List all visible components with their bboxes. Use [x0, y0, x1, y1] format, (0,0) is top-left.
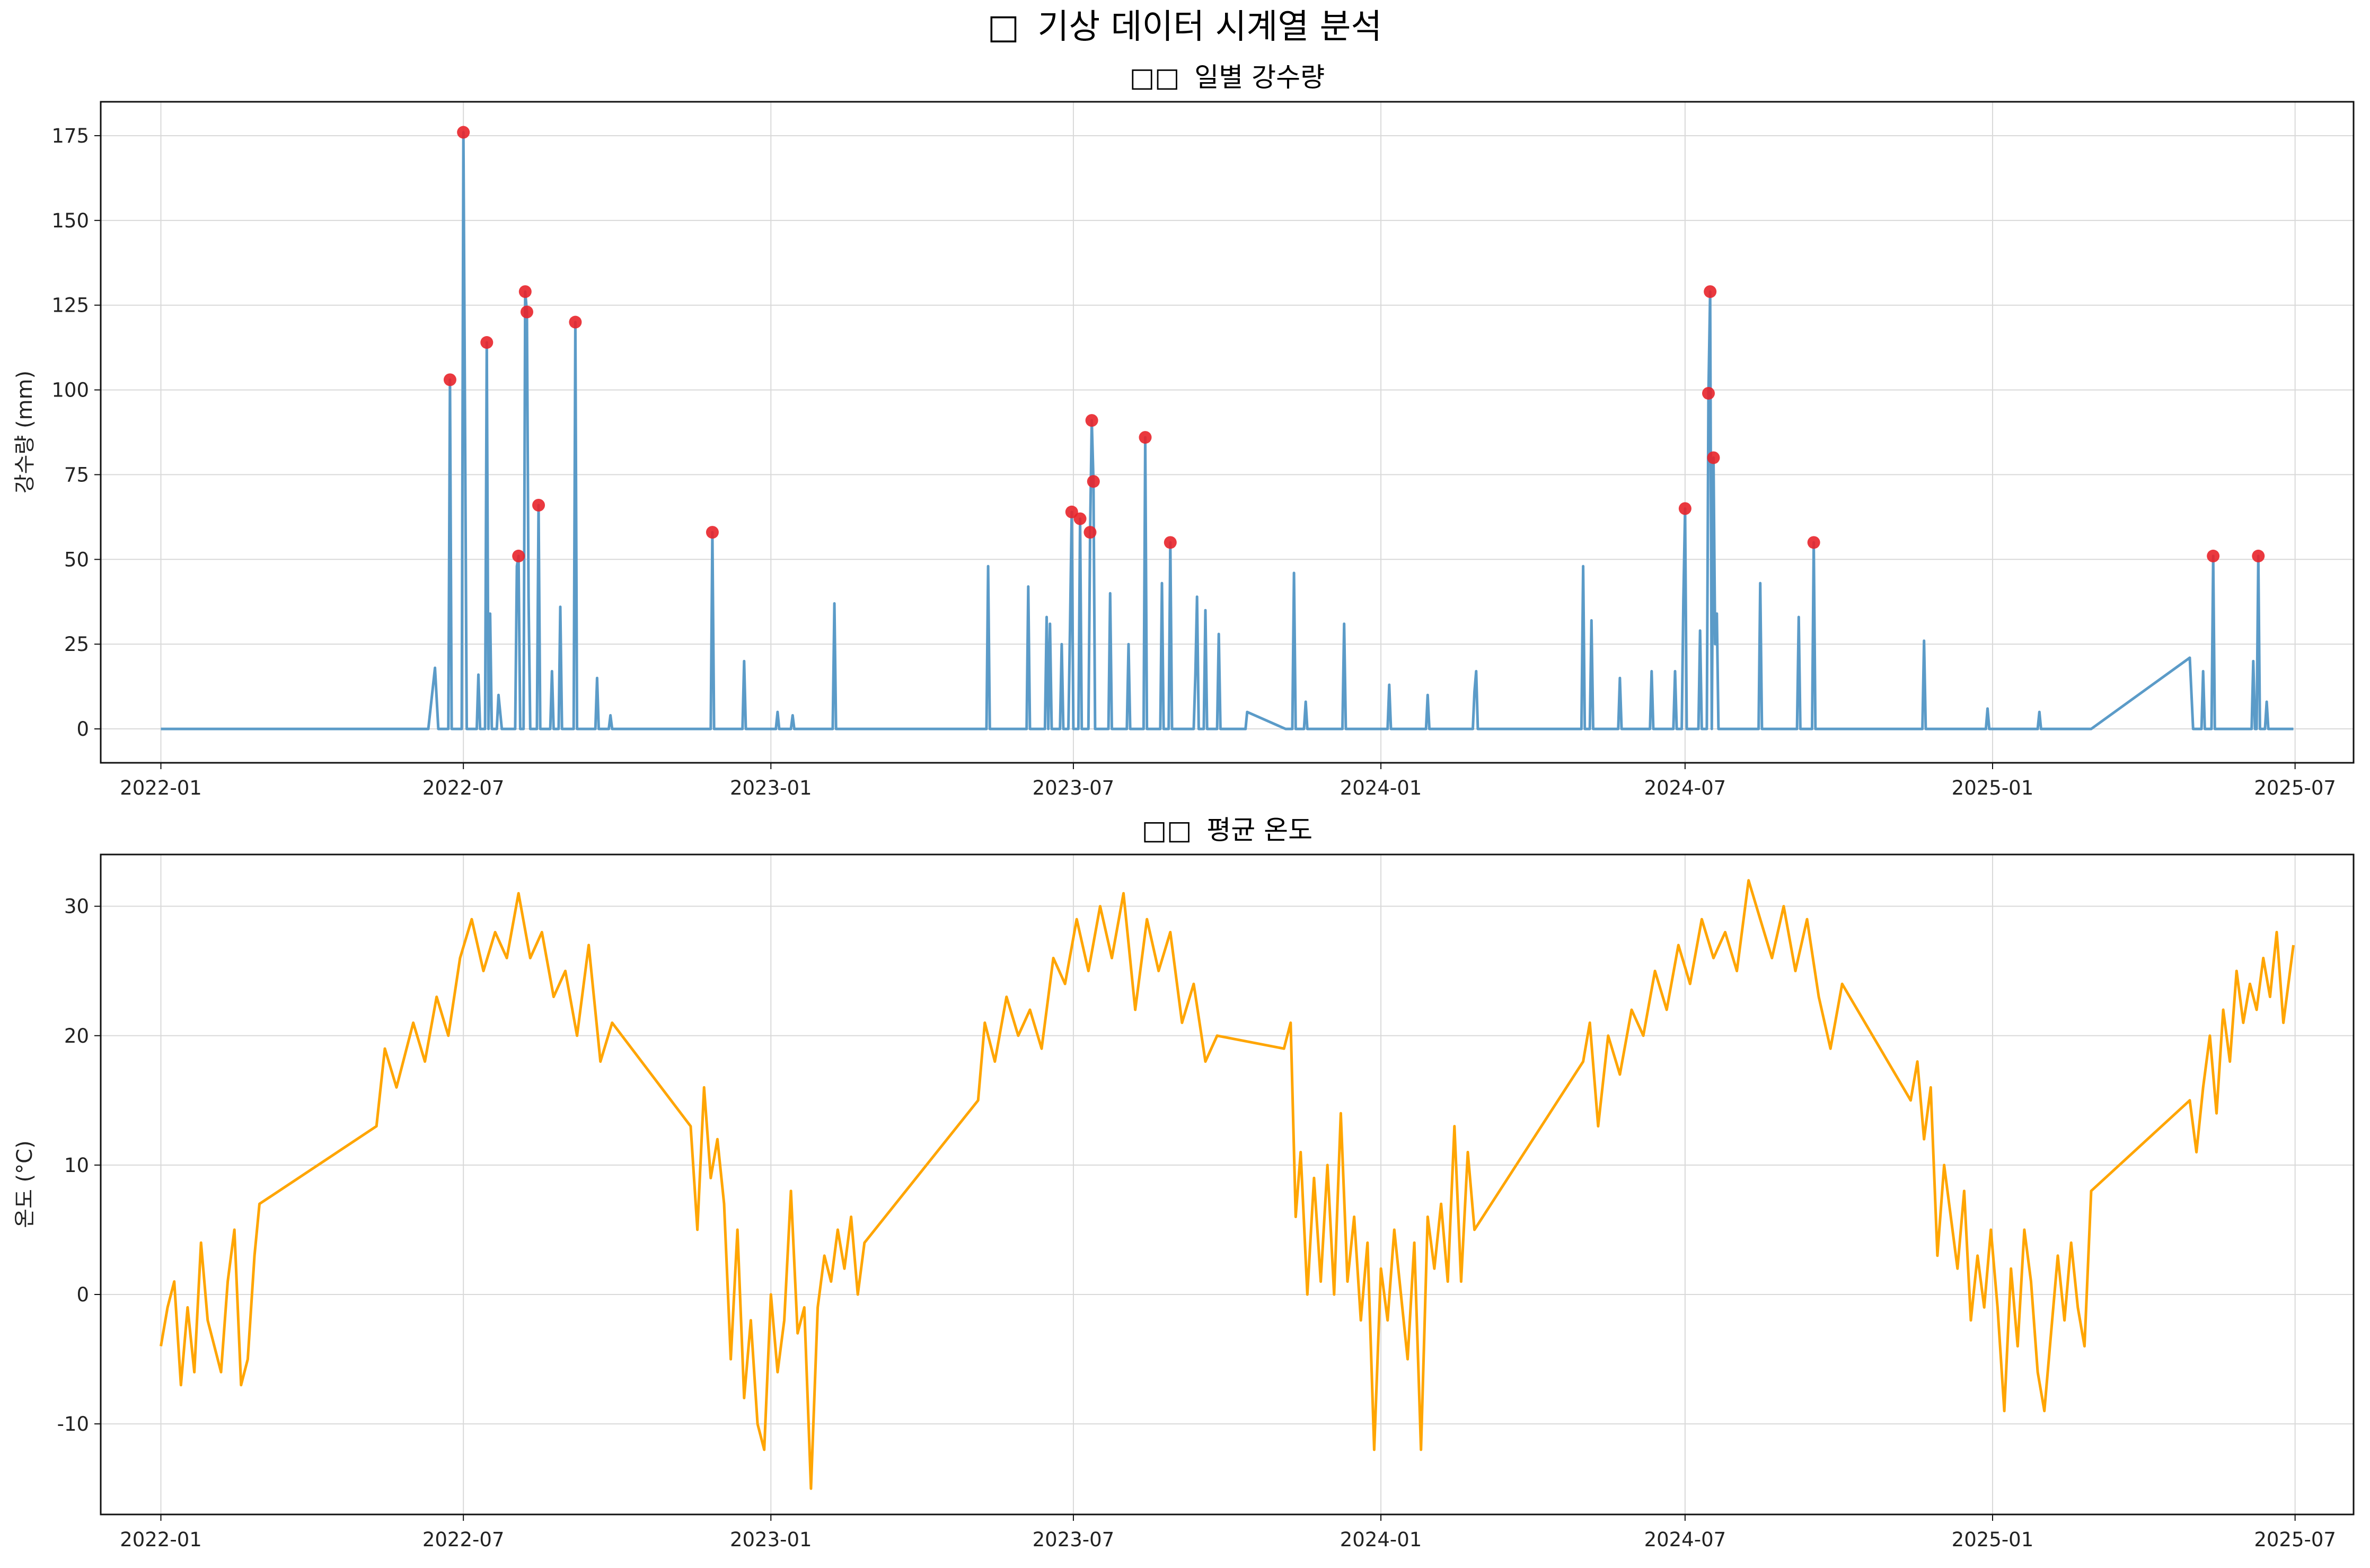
precip-heavy-rain-marker: [443, 373, 456, 386]
temperature-x-axis: 2022-01 2022-07 2023-01 2023-07 2024-01 2024-…: [120, 1514, 2336, 1551]
precip-heavy-rain-marker: [1707, 451, 1720, 464]
figure-title-icon: □: [988, 7, 1019, 47]
temperature-x-tick-label: 2024-01: [1340, 1528, 1422, 1551]
temperature-plot-frame: [100, 853, 2355, 1516]
temperature-y-axis-label: 온도 (°C): [13, 1140, 37, 1228]
temperature-gridlines: [101, 855, 2354, 1514]
precip-series: [161, 131, 2294, 730]
temperature-y-tick-label: 0: [76, 1283, 89, 1306]
precip-y-axis: 0 25 50 75 100 125 150 175: [51, 125, 101, 741]
precip-heavy-rain-marker: [532, 498, 545, 512]
precip-y-tick-label: 25: [64, 633, 89, 656]
precip-heavy-rain-marker: [1083, 526, 1097, 539]
precip-x-axis: 2022-01 2022-07 2023-01 2023-07 2024-01 2024-…: [120, 763, 2336, 799]
precip-heavy-rain-markers: [443, 126, 2265, 562]
precip-heavy-rain-marker: [1073, 512, 1087, 525]
precip-heavy-rain-marker: [1702, 386, 1715, 400]
precip-x-tick-label: 2024-07: [1644, 777, 1726, 799]
precip-y-tick-label: 150: [51, 209, 89, 232]
precip-chart-title: □□ 일별 강수량: [1130, 62, 1325, 93]
precip-y-tick-label: 175: [51, 125, 89, 147]
precip-heavy-rain-marker: [1704, 285, 1717, 298]
precip-y-tick-label: 100: [51, 379, 89, 402]
precip-x-tick-label: 2023-07: [1033, 777, 1115, 799]
temperature-chart-title: □□ 평균 온도: [1142, 815, 1312, 845]
temperature-title-icon: □□: [1142, 815, 1192, 845]
temperature-x-tick-label: 2025-07: [2254, 1528, 2336, 1551]
precip-heavy-rain-marker: [2252, 549, 2265, 562]
precip-y-axis-label: 강수량 (mm): [13, 371, 37, 494]
figure-title-text: 기상 데이터 시계열 분석: [1037, 7, 1382, 47]
precip-heavy-rain-marker: [1087, 475, 1100, 488]
precip-heavy-rain-marker: [569, 315, 582, 329]
temperature-x-tick-label: 2022-07: [422, 1528, 505, 1551]
precip-heavy-rain-marker: [2207, 549, 2220, 562]
precip-line-series: [161, 131, 2294, 730]
precip-y-tick-label: 50: [64, 548, 89, 571]
precip-x-tick-label: 2025-07: [2254, 777, 2336, 799]
precip-heavy-rain-marker: [457, 126, 470, 139]
precip-title-text: 일별 강수량: [1194, 62, 1325, 93]
temperature-y-tick-label: 10: [64, 1154, 89, 1177]
precip-heavy-rain-marker: [1085, 414, 1098, 427]
temperature-y-tick-label: -10: [57, 1413, 89, 1435]
precip-heavy-rain-marker: [512, 549, 525, 562]
precip-heavy-rain-marker: [520, 305, 533, 319]
temperature-x-tick-label: 2024-07: [1644, 1528, 1726, 1551]
precip-x-tick-label: 2024-01: [1340, 777, 1422, 799]
precip-y-tick-label: 0: [76, 718, 89, 741]
precip-title-icon: □□: [1130, 62, 1179, 93]
temperature-series: [160, 879, 2295, 1490]
temperature-x-tick-label: 2022-01: [120, 1528, 202, 1551]
temperature-x-tick-label: 2023-07: [1033, 1528, 1115, 1551]
temperature-x-tick-label: 2025-01: [1952, 1528, 2034, 1551]
precip-x-tick-label: 2025-01: [1952, 777, 2034, 799]
precip-heavy-rain-marker: [1164, 536, 1177, 549]
precip-heavy-rain-marker: [1139, 431, 1152, 444]
temperature-y-axis: -10 0 10 20 30: [57, 895, 101, 1435]
temperature-y-tick-label: 20: [64, 1025, 89, 1047]
precip-heavy-rain-marker: [1678, 502, 1691, 515]
figure-title: □ 기상 데이터 시계열 분석: [988, 7, 1382, 47]
precip-heavy-rain-marker: [1807, 536, 1820, 549]
precip-chart: □□ 일별 강수량 2022-01 2022-07 2023-01 2023-07 20…: [13, 62, 2355, 799]
temperature-line-series: [160, 879, 2295, 1490]
precip-heavy-rain-marker: [518, 285, 532, 298]
temperature-chart: □□ 평균 온도 2022-01 2022-07 2023-01 2023-07 202…: [13, 815, 2355, 1551]
precip-y-tick-label: 75: [64, 463, 89, 486]
precip-heavy-rain-marker: [480, 336, 494, 349]
precip-x-tick-label: 2022-01: [120, 777, 202, 799]
temperature-y-tick-label: 30: [64, 895, 89, 918]
precip-gridlines: [101, 102, 2354, 763]
precip-x-tick-label: 2023-01: [730, 777, 812, 799]
precip-x-tick-label: 2022-07: [422, 777, 505, 799]
temperature-x-tick-label: 2023-01: [730, 1528, 812, 1551]
temperature-title-text: 평균 온도: [1206, 815, 1312, 845]
precip-y-tick-label: 125: [51, 294, 89, 317]
precip-heavy-rain-marker: [706, 526, 719, 539]
precip-plot-frame: [100, 101, 2355, 764]
